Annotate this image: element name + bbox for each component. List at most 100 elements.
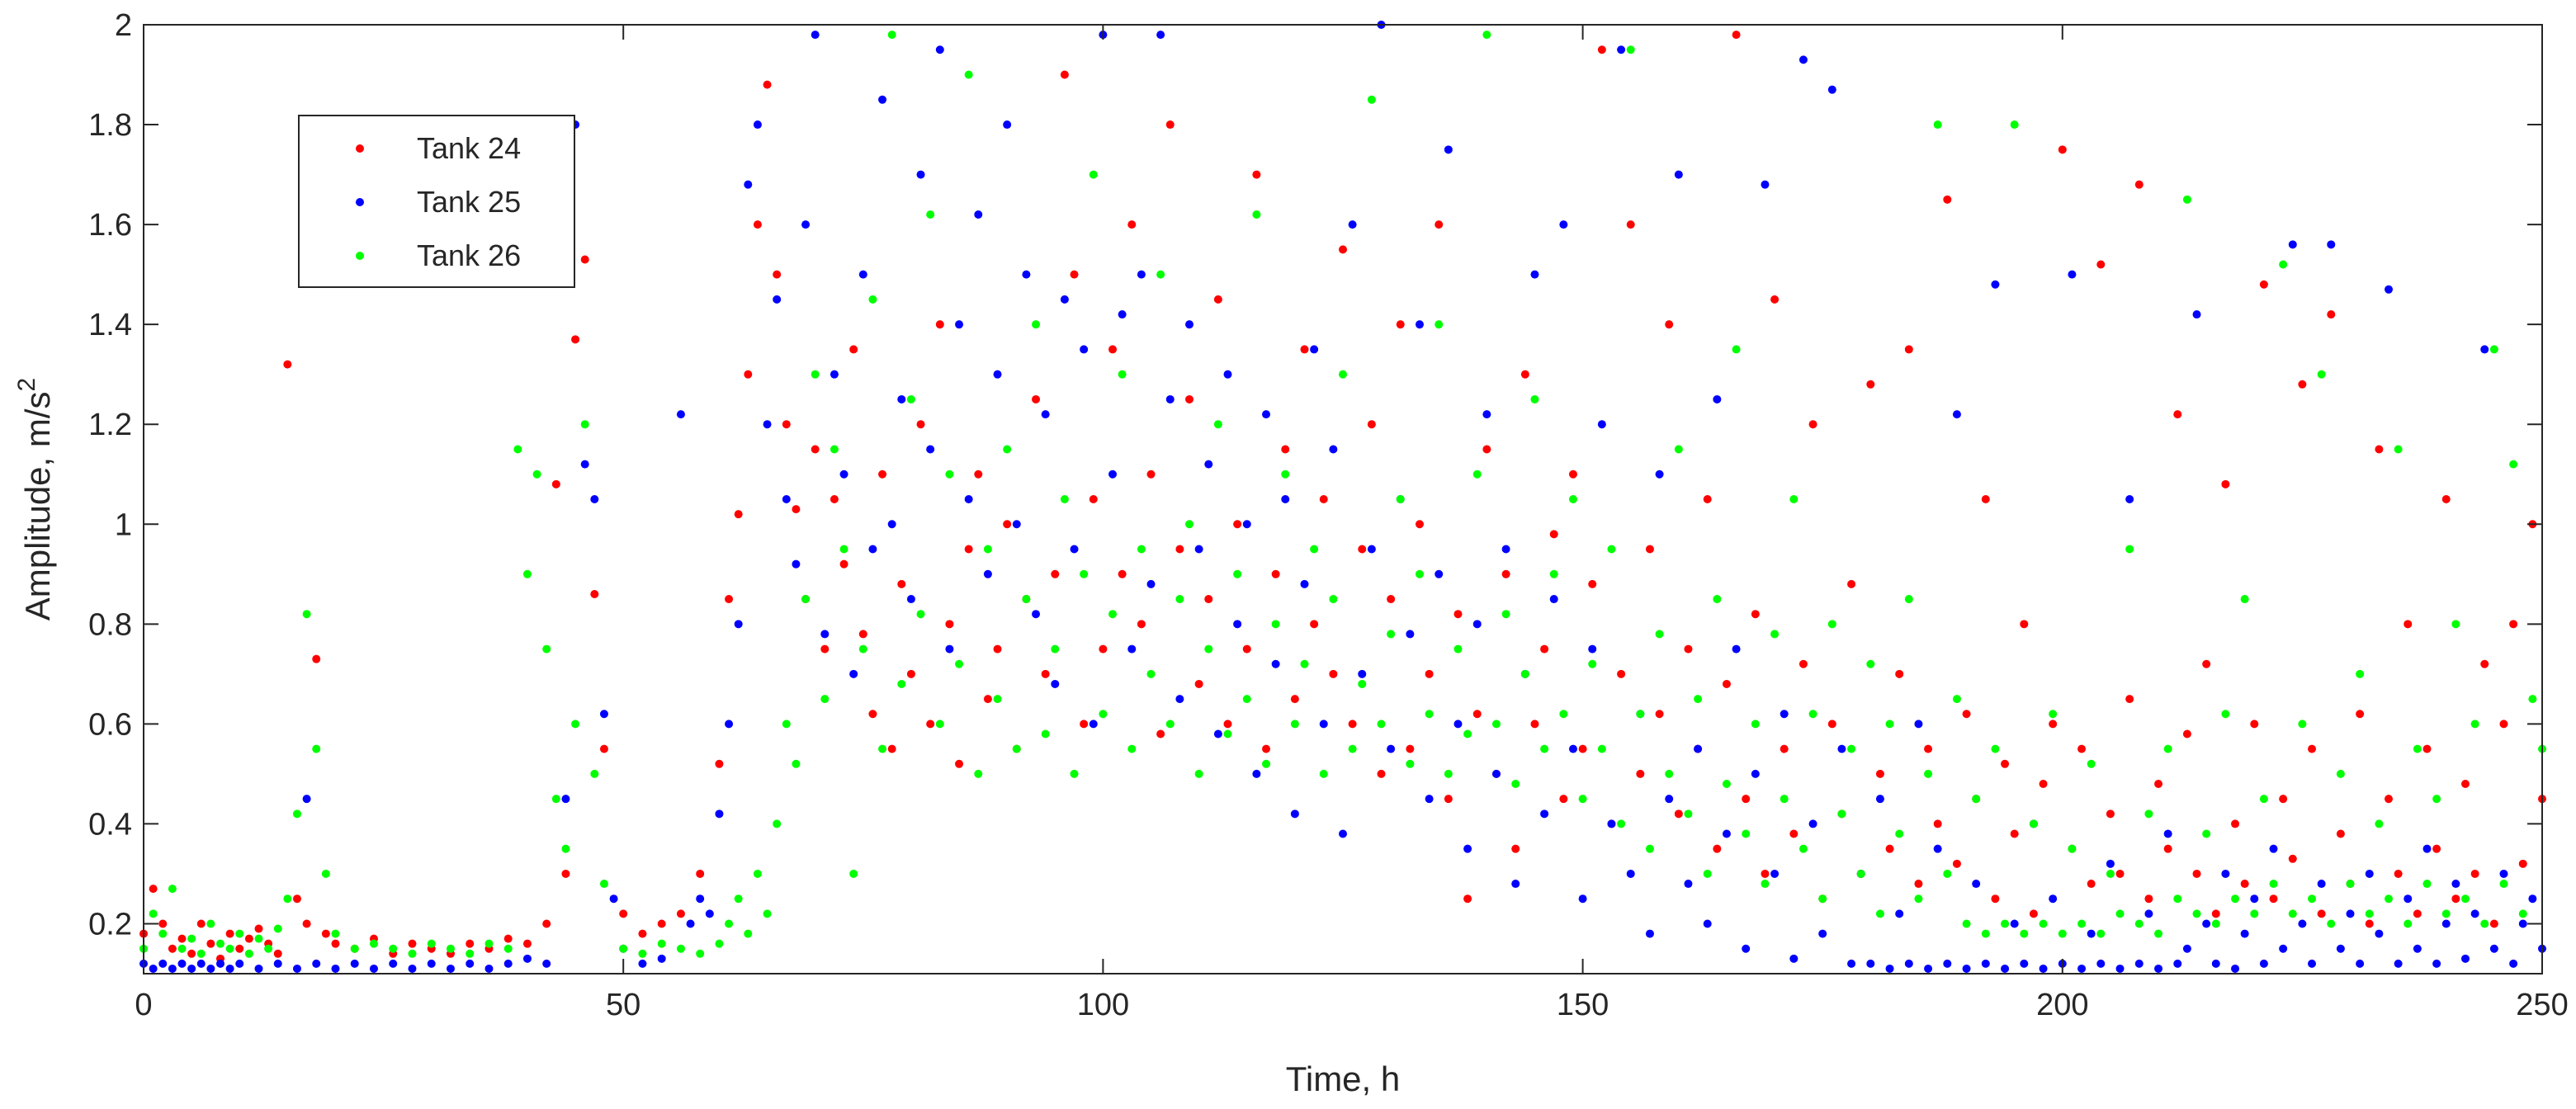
data-point xyxy=(235,959,244,968)
data-point xyxy=(244,949,253,958)
data-point xyxy=(1789,829,1798,838)
data-point xyxy=(2115,964,2125,973)
data-point xyxy=(1914,894,1923,904)
data-point xyxy=(1770,295,1780,304)
data-point xyxy=(2001,919,2010,928)
data-point xyxy=(1377,720,1386,729)
data-point xyxy=(1818,894,1827,904)
data-point xyxy=(753,120,762,130)
data-point xyxy=(657,939,666,948)
data-point xyxy=(619,909,628,918)
data-point xyxy=(1070,270,1079,279)
x-axis-label: Time, h xyxy=(1286,1059,1400,1098)
data-point xyxy=(187,964,196,973)
data-point xyxy=(753,869,762,878)
data-point xyxy=(225,944,234,953)
data-point xyxy=(2403,919,2413,928)
data-point xyxy=(1924,964,1933,973)
data-point xyxy=(1281,445,1290,454)
data-point xyxy=(1070,545,1079,554)
data-point xyxy=(1597,45,1606,54)
data-point xyxy=(2480,345,2489,354)
data-point xyxy=(532,470,541,479)
data-point xyxy=(225,929,234,938)
data-point xyxy=(2308,744,2317,753)
x-tick-label: 250 xyxy=(2516,988,2568,1022)
data-point xyxy=(2269,844,2278,853)
data-point xyxy=(2240,880,2249,889)
data-point xyxy=(1885,964,1894,973)
data-point xyxy=(1223,370,1232,379)
data-point xyxy=(1798,659,1808,668)
data-point xyxy=(1435,320,1444,329)
data-point xyxy=(2049,720,2058,729)
data-point xyxy=(580,255,589,264)
data-point xyxy=(149,964,158,973)
data-point xyxy=(696,949,705,958)
data-point xyxy=(1914,720,1923,729)
data-point xyxy=(1463,894,1472,904)
data-point xyxy=(1875,769,1884,778)
legend-marker-tank-24 xyxy=(356,144,364,153)
data-point xyxy=(1300,345,1309,354)
data-point xyxy=(350,944,359,953)
data-point xyxy=(1798,55,1808,64)
data-point xyxy=(235,944,244,953)
data-point xyxy=(2020,929,2029,938)
data-point xyxy=(2231,819,2240,828)
data-point xyxy=(2192,869,2201,878)
data-point xyxy=(2269,894,2278,904)
data-point xyxy=(2489,345,2498,354)
data-point xyxy=(1780,710,1789,719)
data-point xyxy=(2211,909,2220,918)
data-point xyxy=(2077,964,2087,973)
data-point xyxy=(1789,954,1798,963)
data-point xyxy=(2096,260,2106,269)
data-point xyxy=(676,909,685,918)
data-point xyxy=(158,959,168,968)
data-point xyxy=(2336,944,2345,953)
data-point xyxy=(1617,669,1626,678)
data-point xyxy=(1904,959,1913,968)
data-point xyxy=(2385,894,2394,904)
data-point xyxy=(1780,744,1789,753)
data-point xyxy=(792,505,801,514)
data-point xyxy=(206,964,215,973)
data-point xyxy=(2470,909,2479,918)
data-point xyxy=(1367,545,1376,554)
data-point xyxy=(1827,85,1836,94)
data-point xyxy=(350,959,359,968)
data-point xyxy=(2403,894,2413,904)
data-point xyxy=(2106,869,2115,878)
data-point xyxy=(897,679,906,688)
x-tick-label: 150 xyxy=(1557,988,1609,1022)
data-point xyxy=(906,394,915,403)
data-point xyxy=(1080,720,1089,729)
data-point xyxy=(1271,659,1280,668)
data-point xyxy=(2192,909,2201,918)
y-tick-label: 0.8 xyxy=(88,607,132,642)
data-point xyxy=(522,954,532,963)
y-axis-label-superscript: 2 xyxy=(13,378,40,392)
data-point xyxy=(638,929,647,938)
data-point xyxy=(283,360,292,369)
data-point xyxy=(868,295,877,304)
data-point xyxy=(1252,170,1261,179)
data-point xyxy=(225,964,234,973)
data-point xyxy=(2288,909,2297,918)
data-point xyxy=(1511,780,1520,788)
data-point xyxy=(1396,495,1405,503)
data-point xyxy=(1290,695,1299,704)
data-point xyxy=(1367,420,1376,429)
data-point xyxy=(2029,909,2038,918)
data-point xyxy=(206,939,215,948)
data-point xyxy=(446,944,455,953)
data-point xyxy=(1770,869,1780,878)
data-point xyxy=(312,959,321,968)
data-point xyxy=(1962,964,1971,973)
data-point xyxy=(1645,844,1654,853)
y-tick-label: 1.2 xyxy=(88,408,132,442)
legend-label-tank-26: Tank 26 xyxy=(417,238,521,272)
x-tick-label: 100 xyxy=(1077,988,1129,1022)
data-point xyxy=(2049,894,2058,904)
